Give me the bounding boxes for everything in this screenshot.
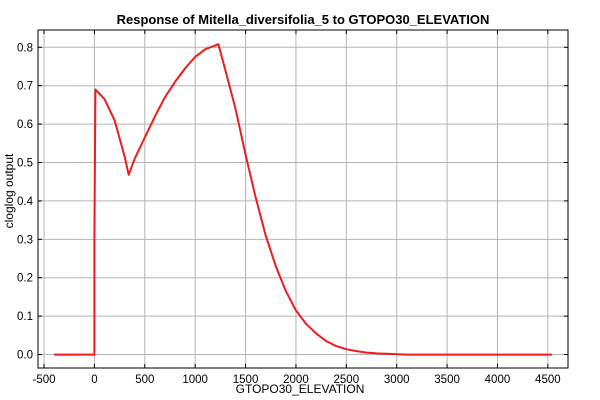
response-curve xyxy=(54,43,552,356)
x-tick-label: 2500 xyxy=(334,374,360,386)
x-tick-label: -500 xyxy=(33,374,56,386)
y-tick-label: 0.3 xyxy=(17,234,33,246)
y-tick-label: 0.5 xyxy=(17,158,33,170)
series-layer xyxy=(54,43,552,356)
x-tick-label: 4000 xyxy=(485,374,511,386)
y-tick-label: 0.0 xyxy=(17,350,33,362)
x-tick-label: 3000 xyxy=(384,374,410,386)
y-tick-label: 0.7 xyxy=(17,81,33,93)
chart-title: Response of Mitella_diversifolia_5 to GT… xyxy=(117,12,490,27)
x-tick-label: 1000 xyxy=(182,374,208,386)
y-axis-label: cloglog output xyxy=(2,153,16,228)
x-tick-label: 2000 xyxy=(283,374,309,386)
axis-ticks: -500 0 500 1000 1500 2000 2500 3000 3500 4000 4500… xyxy=(17,30,568,386)
x-tick-label: 4500 xyxy=(535,374,561,386)
x-tick-label: 0 xyxy=(91,374,97,386)
plot-area xyxy=(37,29,569,369)
y-tick-label: 0.2 xyxy=(17,273,33,285)
x-tick-label: 500 xyxy=(135,374,154,386)
y-tick-label: 0.8 xyxy=(17,42,33,54)
y-tick-label: 0.6 xyxy=(17,119,33,131)
y-tick-label: 0.4 xyxy=(17,196,34,208)
grid xyxy=(38,30,568,368)
x-tick-label: 1500 xyxy=(233,374,259,386)
x-tick-label: 3500 xyxy=(434,374,460,386)
y-tick-label: 0.1 xyxy=(17,311,33,323)
x-axis-label: GTOPO30_ELEVATION xyxy=(236,382,365,396)
